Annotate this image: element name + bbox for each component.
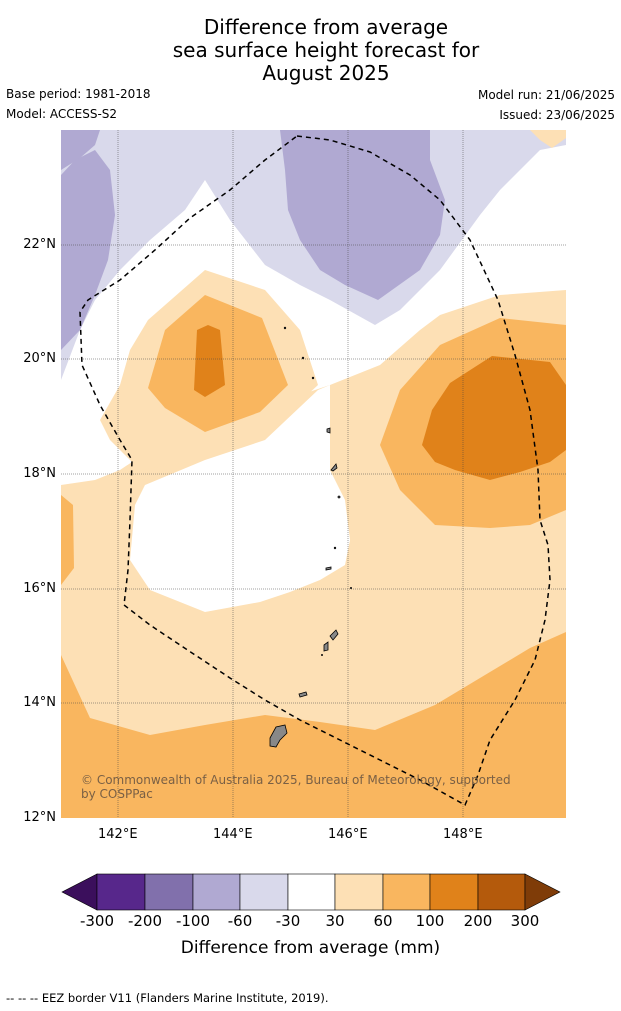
contour-minus-60-100-north (280, 130, 445, 300)
colorbar-over-triangle (524, 873, 561, 911)
colorbar-swatch-7 (382, 873, 431, 911)
island-aguijan (320, 654, 323, 657)
contour-60-100-south (61, 632, 566, 818)
model-name: Model: ACCESS-S2 (6, 107, 118, 121)
island-tinian (323, 641, 329, 652)
colorbar-tick: -60 (227, 912, 253, 930)
colorbar-tick: 60 (373, 912, 393, 930)
contour-60-100-west-edge (61, 495, 74, 585)
colorbar-swatch-8 (429, 873, 479, 911)
colorbar-swatch-3 (192, 873, 241, 911)
colorbar-tick: 200 (463, 912, 493, 930)
lat-label-12: 12°N (23, 810, 56, 825)
colorbar-swatch-2 (144, 873, 194, 911)
contour-minus-60-100-nw (61, 130, 100, 170)
lat-label-20: 20°N (23, 351, 56, 366)
eez-border (79, 135, 551, 807)
lat-label-16: 16°N (23, 581, 56, 596)
colorbar-tick: -300 (79, 912, 115, 930)
colorbar-tick: -100 (175, 912, 211, 930)
lon-label-148: 148°E (443, 827, 483, 842)
island-rota (298, 691, 308, 698)
colorbar-tick: -30 (275, 912, 301, 930)
colorbar-under-triangle (61, 873, 98, 911)
colorbar-swatch-1 (96, 873, 146, 911)
colorbar-swatch-9 (477, 873, 526, 911)
colorbar (61, 873, 561, 911)
lon-label-142: 142°E (98, 827, 138, 842)
copyright-notice: © Commonwealth of Australia 2025, Bureau… (81, 773, 511, 801)
contour-minus-60-100-west (61, 150, 115, 350)
colorbar-swatch-5 (287, 873, 336, 911)
copyright-line-2: by COSPPac (81, 787, 153, 801)
lat-label-14: 14°N (23, 695, 56, 710)
issued-date: Issued: 23/06/2025 (499, 108, 615, 122)
colorbar-tick: 100 (415, 912, 445, 930)
island-asuncion (311, 376, 315, 380)
colorbar-tick: -200 (127, 912, 163, 930)
title-line-3: August 2025 (262, 61, 390, 85)
colorbar-swatch-4 (239, 873, 289, 911)
contour-30-60-ne (530, 130, 566, 148)
map-contours (61, 130, 566, 818)
lon-label-144: 144°E (213, 827, 253, 842)
island-saipan (329, 629, 339, 641)
lat-label-22: 22°N (23, 237, 56, 252)
map-gridlines (61, 130, 566, 818)
copyright-line-1: © Commonwealth of Australia 2025, Bureau… (81, 773, 511, 787)
base-period: Base period: 1981-2018 (6, 87, 151, 101)
contour-neutral-center (130, 385, 350, 612)
colorbar-swatch-6 (334, 873, 384, 911)
title-line-1: Difference from average (203, 15, 449, 39)
island-pagan (330, 463, 338, 472)
lat-label-18: 18°N (23, 466, 56, 481)
contour-100-200-east (422, 356, 566, 480)
island-farallon-medinilla (349, 587, 352, 590)
contour-100-200-blob (194, 325, 225, 397)
eez-footer-note: -- -- -- EEZ border V11 (Flanders Marine… (6, 991, 329, 1005)
colorbar-tick: 300 (510, 912, 540, 930)
island-agrihan (326, 427, 331, 434)
lon-label-146: 146°E (328, 827, 368, 842)
colorbar-title: Difference from average (mm) (180, 938, 441, 958)
title-line-2: sea surface height forecast for (172, 38, 480, 62)
mariana-islands (269, 326, 352, 748)
model-run: Model run: 21/06/2025 (477, 88, 615, 102)
island-maug (301, 356, 305, 360)
island-anatahan (325, 566, 332, 571)
map-title: Difference from average sea surface heig… (0, 16, 621, 85)
colorbar-tick: 30 (325, 912, 345, 930)
island-sarigan (333, 546, 337, 550)
island-farallon (283, 326, 287, 330)
island-guam (269, 724, 288, 748)
island-alamagan (337, 495, 341, 499)
